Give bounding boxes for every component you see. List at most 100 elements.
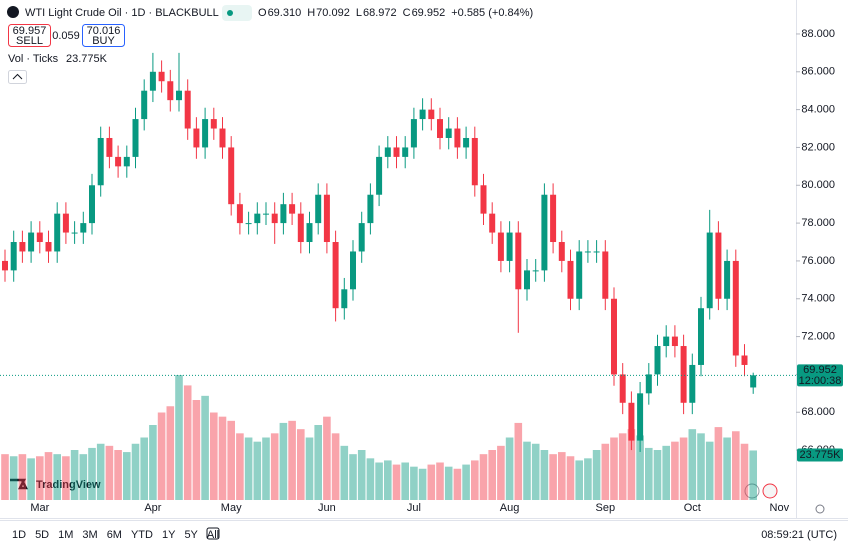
sell-label: SELL xyxy=(16,35,43,47)
volume-bar xyxy=(70,450,79,500)
range-button[interactable]: YTD xyxy=(131,529,153,541)
candle-body xyxy=(645,374,652,394)
buy-label: BUY xyxy=(92,35,115,47)
volume-bar xyxy=(166,406,175,500)
candle-body xyxy=(671,336,678,347)
candle-body xyxy=(36,232,43,243)
volume-bar xyxy=(96,443,105,500)
range-button[interactable]: 6M xyxy=(107,529,122,541)
range-button[interactable]: 1D xyxy=(12,529,26,541)
volume-bar xyxy=(201,395,209,500)
candle-body xyxy=(463,137,470,148)
candle-body xyxy=(541,194,548,271)
candle-body xyxy=(402,147,409,157)
buy-price: 70.016 xyxy=(87,25,121,37)
volume-bar xyxy=(723,437,731,500)
logo-text: TradingView xyxy=(36,479,101,491)
volume-bar xyxy=(645,447,653,500)
range-button[interactable]: 1Y xyxy=(162,529,176,541)
spread: 0.059 xyxy=(52,30,80,42)
y-tick-label: 68.000 xyxy=(801,406,835,418)
volume-bar xyxy=(131,443,140,500)
ohlc-value: 70.092 xyxy=(316,7,350,19)
volume-bar xyxy=(210,412,218,500)
volume-bar xyxy=(749,450,757,500)
volume-bar xyxy=(453,468,462,500)
volume-bar xyxy=(697,433,705,500)
candle-body xyxy=(732,260,739,356)
volume-bar xyxy=(540,450,549,500)
volume-bar xyxy=(366,458,375,500)
ohlc-key: L xyxy=(356,7,362,19)
volume-bar xyxy=(653,450,662,500)
candle-body xyxy=(219,128,226,148)
candle-body xyxy=(480,185,487,214)
change: +0.585 (+0.84%) xyxy=(451,7,533,19)
range-button[interactable]: 1M xyxy=(58,529,73,541)
volume-bar xyxy=(236,433,244,500)
x-tick-label: Sep xyxy=(596,502,616,514)
candle-body xyxy=(10,242,17,271)
candle-body xyxy=(706,232,713,309)
sell-button[interactable] xyxy=(8,24,51,47)
candle-body xyxy=(602,251,609,299)
volume-value: 23.775K xyxy=(66,53,108,65)
candle-body xyxy=(358,223,365,252)
settings-icon[interactable] xyxy=(815,504,825,514)
y-tick-label: 74.000 xyxy=(801,293,835,305)
candle-body xyxy=(750,375,757,388)
range-button[interactable]: 5Y xyxy=(184,529,198,541)
range-button[interactable]: 5D xyxy=(35,529,49,541)
candle-body xyxy=(454,128,461,148)
candle-body xyxy=(471,137,478,186)
volume-bar xyxy=(418,468,427,500)
candle-body xyxy=(19,242,26,252)
volume-bar xyxy=(705,441,714,500)
range-button[interactable]: All xyxy=(207,529,219,541)
candle-body xyxy=(176,90,182,101)
volume-bar xyxy=(1,454,9,500)
buy-button[interactable] xyxy=(82,24,125,47)
collapse-button[interactable] xyxy=(8,70,27,84)
chart-title: WTI Light Crude Oil · 1D · BLACKBULL xyxy=(25,7,219,19)
y-tick-label: 88.000 xyxy=(801,28,835,40)
volume-bar xyxy=(427,464,436,500)
alert-icon[interactable] xyxy=(744,483,760,499)
candle-body xyxy=(263,213,269,215)
collapse-icon xyxy=(12,73,23,80)
volume-bar xyxy=(9,456,18,500)
candle-body xyxy=(419,109,426,120)
volume-bar xyxy=(714,427,723,500)
logo-mark xyxy=(10,478,29,490)
y-tick-label: 78.000 xyxy=(801,217,835,229)
volume-bar xyxy=(262,437,270,500)
volume-bar xyxy=(36,456,44,500)
candle-body xyxy=(689,364,696,403)
flag-icon[interactable] xyxy=(762,483,778,499)
candle-body xyxy=(89,185,95,224)
volume-bar xyxy=(732,431,740,500)
volume-bar xyxy=(88,447,96,500)
volume-bar xyxy=(584,458,592,500)
candle-body xyxy=(741,355,748,365)
candle-body xyxy=(715,232,722,299)
candle-body xyxy=(698,308,704,365)
volume-bar xyxy=(401,462,409,500)
volume-label-box xyxy=(797,448,843,462)
ohlc-key: C xyxy=(403,7,411,19)
candle-body xyxy=(106,137,113,157)
volume-bar xyxy=(357,450,366,500)
date-picker[interactable] xyxy=(206,527,220,540)
range-button[interactable]: 3M xyxy=(82,529,97,541)
volume-bar xyxy=(331,433,340,500)
candle-body xyxy=(550,194,557,243)
candle-body xyxy=(680,346,687,403)
candle-body xyxy=(202,119,209,148)
status-badge[interactable] xyxy=(222,5,252,21)
candle-body xyxy=(80,223,87,233)
volume-bar xyxy=(601,443,610,500)
ohlc-value: 69.952 xyxy=(412,7,446,19)
candle-body xyxy=(584,251,591,253)
candle-body xyxy=(271,213,278,224)
candle-body xyxy=(724,260,731,299)
